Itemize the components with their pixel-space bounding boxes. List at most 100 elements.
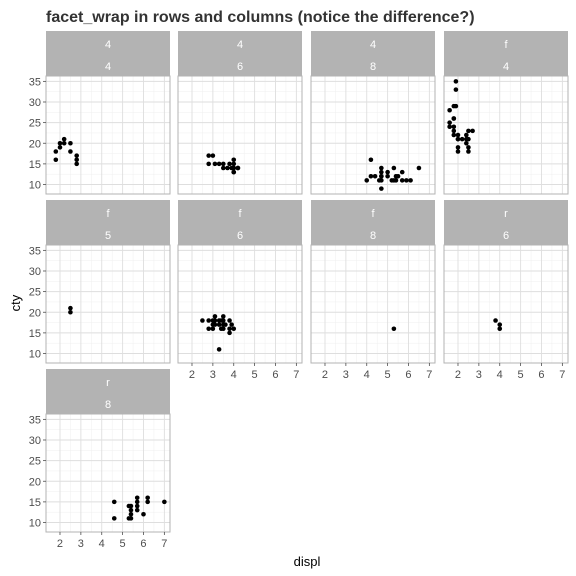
y-tick-label: 35 bbox=[29, 76, 41, 88]
data-point bbox=[497, 322, 503, 327]
data-point bbox=[231, 157, 237, 163]
x-axis-title: displ bbox=[294, 554, 321, 569]
data-point bbox=[227, 318, 232, 323]
panel-border bbox=[443, 75, 569, 195]
data-point bbox=[225, 165, 230, 171]
data-point bbox=[464, 132, 469, 138]
data-point bbox=[68, 309, 73, 315]
y-tick-label: 25 bbox=[29, 287, 41, 299]
data-point bbox=[368, 157, 374, 163]
data-point bbox=[453, 79, 459, 84]
data-point bbox=[227, 326, 232, 332]
data-point bbox=[53, 149, 59, 154]
data-point bbox=[68, 149, 73, 154]
x-tick-label: 5 bbox=[385, 369, 391, 381]
data-point bbox=[227, 161, 232, 167]
facet-panel: 4 4 10 15 20 25 30 35 bbox=[29, 31, 171, 195]
y-axis-title: cty bbox=[8, 294, 23, 311]
chart-title: facet_wrap in rows and columns (notice t… bbox=[46, 9, 475, 26]
data-point bbox=[455, 149, 461, 154]
data-point bbox=[68, 140, 73, 146]
x-tick-label: 4 bbox=[364, 369, 370, 381]
data-point bbox=[210, 318, 216, 323]
data-point bbox=[235, 165, 241, 171]
x-tick-label: 4 bbox=[231, 369, 237, 381]
data-point bbox=[216, 322, 222, 327]
panel-border bbox=[177, 244, 303, 364]
facet-strip-label: f bbox=[371, 208, 375, 220]
facet-strip-label: 8 bbox=[370, 230, 376, 242]
x-tick-label: 4 bbox=[497, 369, 503, 381]
data-point bbox=[216, 161, 222, 167]
data-point bbox=[220, 165, 226, 171]
data-point bbox=[399, 178, 405, 183]
panel-border bbox=[45, 244, 171, 364]
data-point bbox=[145, 499, 150, 505]
data-point bbox=[466, 128, 471, 134]
facet-strip-label: 4 bbox=[105, 61, 111, 73]
y-tick-label: 35 bbox=[29, 245, 41, 257]
data-point bbox=[206, 153, 211, 158]
facet-strip bbox=[444, 31, 568, 76]
data-point bbox=[111, 499, 117, 505]
data-point bbox=[220, 161, 226, 167]
data-point bbox=[464, 140, 469, 146]
facet-panel: f 6 2 3 4 5 6 7 bbox=[177, 200, 303, 381]
data-point bbox=[141, 511, 146, 517]
data-point bbox=[128, 516, 134, 521]
data-point bbox=[206, 161, 211, 167]
data-point bbox=[53, 157, 59, 163]
y-tick-label: 20 bbox=[29, 476, 41, 488]
data-point bbox=[385, 173, 390, 179]
data-point bbox=[200, 318, 205, 323]
facet-strip-label: 4 bbox=[503, 61, 509, 73]
data-point bbox=[74, 153, 79, 158]
data-point bbox=[391, 165, 397, 171]
data-point bbox=[466, 149, 471, 154]
x-tick-label: 3 bbox=[78, 538, 84, 550]
facet-strip bbox=[311, 31, 435, 76]
x-tick-label: 7 bbox=[293, 369, 299, 381]
x-tick-label: 4 bbox=[99, 538, 105, 550]
data-point bbox=[379, 186, 384, 191]
data-point bbox=[145, 495, 150, 501]
data-point bbox=[227, 330, 232, 336]
facet-strip-label: f bbox=[238, 208, 242, 220]
facet-strip-label: 6 bbox=[237, 61, 243, 73]
data-point bbox=[134, 499, 140, 505]
data-point bbox=[451, 116, 457, 121]
data-point bbox=[379, 178, 384, 183]
data-point bbox=[451, 132, 457, 138]
data-point bbox=[455, 136, 461, 142]
y-tick-label: 20 bbox=[29, 307, 41, 319]
panel-border bbox=[310, 75, 436, 195]
data-point bbox=[470, 128, 475, 134]
facet-strip-label: f bbox=[504, 39, 508, 51]
data-point bbox=[128, 503, 134, 509]
data-point bbox=[57, 140, 63, 146]
x-tick-label: 2 bbox=[189, 369, 195, 381]
data-point bbox=[493, 318, 498, 323]
panel-border bbox=[45, 413, 171, 533]
facet-strip-label: 5 bbox=[105, 230, 111, 242]
y-tick-label: 10 bbox=[29, 180, 41, 192]
data-point bbox=[453, 103, 459, 109]
data-point bbox=[447, 107, 452, 113]
data-point bbox=[229, 322, 234, 327]
data-point bbox=[372, 173, 378, 179]
y-tick-label: 10 bbox=[29, 518, 41, 530]
data-point bbox=[379, 173, 384, 179]
y-tick-label: 30 bbox=[29, 97, 41, 109]
facet-strip bbox=[46, 200, 170, 245]
y-tick-label: 15 bbox=[29, 328, 41, 340]
data-point bbox=[379, 165, 384, 171]
facet-strip-label: 4 bbox=[370, 39, 376, 51]
data-point bbox=[220, 314, 226, 319]
data-point bbox=[455, 132, 461, 138]
data-point bbox=[223, 322, 228, 327]
data-point bbox=[364, 178, 370, 183]
data-point bbox=[210, 153, 216, 158]
data-point bbox=[466, 136, 471, 142]
data-point bbox=[453, 87, 459, 92]
facet-strip bbox=[46, 31, 170, 76]
